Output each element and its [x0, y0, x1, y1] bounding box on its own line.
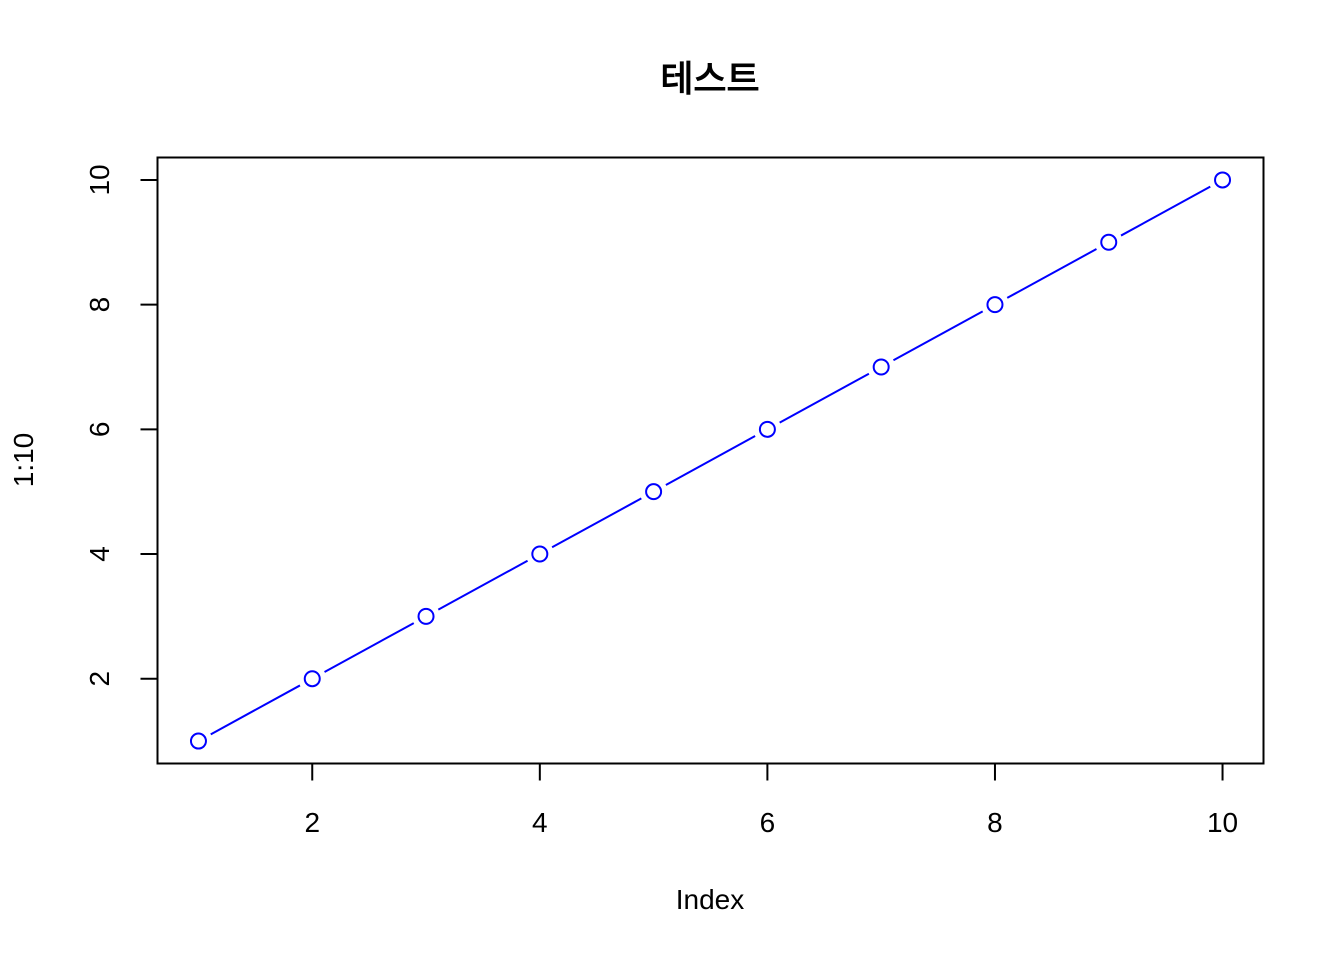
series-line-segment [665, 435, 756, 486]
series-line-segment [437, 559, 529, 611]
y-tick-label: 4 [84, 546, 115, 562]
x-axis: 2 4 6 8 10 [304, 763, 1238, 838]
x-tick-label: 2 [304, 807, 320, 838]
data-point [986, 296, 1004, 314]
chart-title: 테스트 [660, 58, 759, 99]
series-line-segment [324, 622, 415, 673]
series-line-segment [779, 372, 870, 424]
x-tick-label: 8 [987, 807, 1003, 838]
y-tick-label: 6 [84, 422, 115, 438]
data-point [1214, 171, 1232, 189]
series-line-segment [892, 310, 984, 362]
data-point [417, 607, 435, 625]
series-layer [189, 171, 1232, 750]
data-point [303, 670, 321, 688]
y-tick-label: 8 [84, 297, 115, 313]
series-line-segment [1006, 248, 1097, 299]
data-point [189, 732, 207, 750]
data-point [645, 483, 663, 501]
y-axis: 2 4 6 8 10 [84, 164, 158, 686]
data-point [872, 358, 890, 376]
x-axis-title: Index [676, 884, 745, 915]
series-line-segment [551, 497, 642, 549]
x-tick-label: 6 [760, 807, 776, 838]
plot-frame [156, 156, 1265, 765]
data-point [758, 420, 776, 438]
data-point [531, 545, 549, 563]
series-line-segment [210, 684, 301, 736]
y-tick-label: 2 [84, 671, 115, 687]
y-axis-title: 1:10 [8, 433, 39, 488]
x-tick-label: 10 [1207, 807, 1238, 838]
x-tick-label: 4 [532, 807, 548, 838]
series-line-segment [1120, 185, 1211, 237]
y-tick-label: 10 [84, 164, 115, 195]
data-point [1100, 233, 1118, 251]
